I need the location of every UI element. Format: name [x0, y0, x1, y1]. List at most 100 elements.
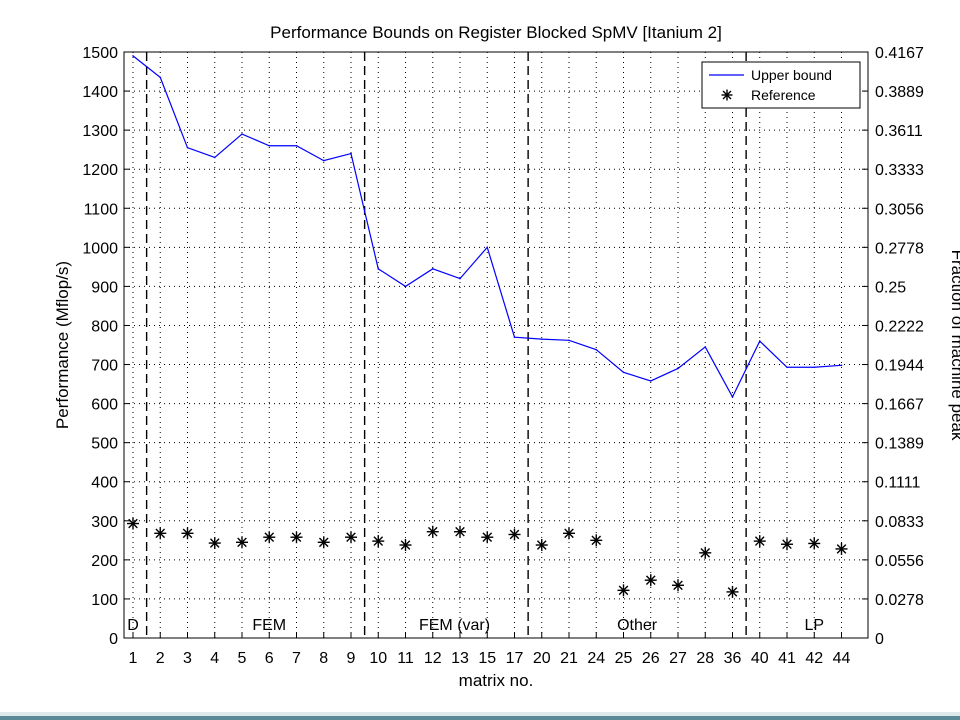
y2-tick-label: 0.25	[875, 279, 906, 296]
asterisk-stroke	[346, 532, 356, 543]
reference-point	[345, 531, 357, 544]
x-tick-label: 10	[369, 650, 387, 667]
upper-bound-point	[350, 152, 352, 155]
plot-area	[123, 51, 869, 639]
asterisk-stroke	[509, 529, 520, 540]
asterisk-stroke	[237, 537, 247, 548]
x-axis-label: matrix no.	[459, 671, 534, 690]
reference-point	[263, 531, 276, 544]
asterisk-stroke	[727, 587, 738, 597]
y-tick-label: 1000	[82, 240, 118, 257]
reference-point	[644, 574, 657, 587]
x-tick-label: 12	[424, 650, 442, 667]
upper-bound-point	[595, 348, 598, 351]
y-tick-label: 600	[91, 397, 118, 414]
reference-point	[781, 538, 793, 551]
x-axis: 1 2 3 4 5 6 7 8 9 10 11 12 13 15 17 20 21 24 25 26 27 28 36 40 4…	[129, 632, 851, 667]
asterisk-stroke	[722, 90, 732, 100]
upper-bound-point	[377, 268, 380, 270]
x-tick-label: 15	[478, 650, 496, 667]
y-tick-label: 300	[91, 514, 118, 531]
asterisk-stroke	[836, 544, 847, 554]
asterisk-stroke	[809, 538, 820, 549]
upper-bound-point	[132, 55, 134, 57]
y-axis-left: 0 100 200 300 400 500 600 700 800 900 1000 1100 1200…	[82, 45, 130, 648]
reference-point	[481, 531, 494, 544]
upper-bound-point	[704, 346, 707, 348]
reference-point	[617, 584, 630, 597]
y2-tick-label: 0.2222	[875, 318, 924, 335]
y2-tick-label: 0.1111	[875, 475, 920, 492]
upper-bound-point	[404, 285, 407, 288]
asterisk-stroke	[700, 548, 711, 558]
reference-point	[535, 539, 548, 552]
group-label: FEM (var)	[419, 617, 490, 634]
upper-bound-point	[786, 366, 788, 369]
chart-title: Performance Bounds on Register Blocked S…	[270, 23, 722, 42]
upper-bound-point	[186, 146, 189, 149]
reference-point	[672, 579, 684, 592]
upper-bound-point	[677, 367, 679, 370]
y2-tick-label: 0.0833	[875, 514, 924, 531]
legend-swatch-reference	[721, 89, 733, 101]
y2-tick-label: 0.4167	[875, 45, 924, 62]
upper-bound-point	[322, 159, 325, 162]
y-tick-label: 1100	[84, 201, 119, 218]
asterisk-stroke	[400, 540, 411, 550]
x-tick-label: 9	[347, 650, 356, 667]
y-tick-label: 700	[91, 358, 118, 375]
upper-bound-point	[241, 133, 243, 135]
x-tick-label: 27	[669, 650, 687, 667]
x-tick-label: 28	[696, 650, 714, 667]
x-tick-label: 24	[587, 650, 605, 667]
upper-bound-point	[513, 336, 516, 338]
x-tick-label: 8	[319, 650, 328, 667]
x-tick-label: 4	[210, 650, 219, 667]
y2-tick-label: 0.3333	[875, 162, 924, 179]
asterisk-stroke	[536, 540, 547, 550]
y-tick-label: 1200	[82, 162, 118, 179]
reference-point	[808, 537, 821, 550]
upper-bound-point	[459, 277, 461, 280]
x-tick-label: 21	[560, 650, 578, 667]
group-labels: D FEM FEM (var) Other LP	[127, 617, 824, 634]
upper-bound-point	[649, 380, 652, 382]
legend-label-upper-bound: Upper bound	[751, 67, 832, 83]
y-tick-label: 1500	[82, 45, 118, 62]
y-tick-label: 500	[91, 436, 118, 453]
upper-bound-point	[568, 339, 570, 342]
asterisk-stroke	[618, 585, 629, 596]
reference-point	[208, 537, 221, 550]
legend: Upper bound Reference	[701, 61, 861, 109]
y-axis-right: 0 0.0278 0.0556 0.0833 0.1111 0.1389 0.1667 0.1…	[862, 45, 924, 648]
asterisk-stroke	[754, 536, 765, 546]
reference-point	[508, 528, 521, 541]
reference-point	[154, 527, 167, 540]
y-tick-label: 800	[91, 318, 118, 335]
y-tick-label: 400	[91, 475, 118, 492]
asterisk-stroke	[645, 575, 656, 585]
x-tick-label: 36	[724, 650, 742, 667]
reference-point	[726, 585, 739, 598]
x-tick-label: 25	[615, 650, 633, 667]
reference-point	[753, 535, 766, 548]
x-tick-label: 42	[805, 650, 823, 667]
upper-bound-point	[813, 366, 816, 369]
upper-bound-point	[731, 396, 734, 398]
reference-series	[127, 517, 848, 598]
reference-point	[236, 536, 248, 549]
reference-point	[699, 546, 712, 559]
reference-point	[590, 534, 603, 547]
x-tick-label: 1	[129, 650, 138, 667]
x-tick-label: 44	[833, 650, 851, 667]
group-label: D	[127, 617, 139, 634]
upper-bound-point	[840, 364, 843, 367]
upper-bound-point	[159, 76, 162, 79]
upper-bound-point	[758, 340, 761, 342]
y-tick-label: 200	[91, 553, 118, 570]
y2-tick-label: 0.1944	[875, 358, 924, 375]
y2-tick-label: 0.2778	[875, 240, 924, 257]
bottom-border-strip	[0, 712, 960, 720]
asterisk-stroke	[782, 539, 792, 550]
